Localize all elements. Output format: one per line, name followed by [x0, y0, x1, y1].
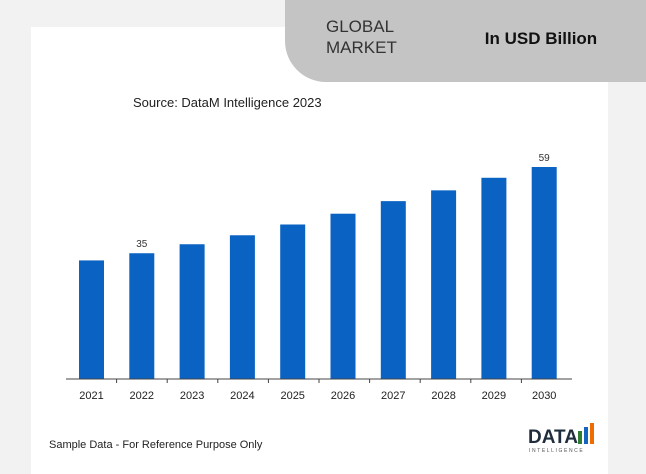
x-tick-label-2029: 2029	[482, 390, 506, 402]
bar-2025	[280, 224, 306, 379]
bar-2024	[229, 235, 255, 379]
x-tick-label-2021: 2021	[79, 390, 103, 402]
bar-2030	[531, 167, 557, 379]
logo-bar-orange	[590, 423, 594, 444]
source-caption: Source: DataM Intelligence 2023	[133, 95, 322, 110]
bar-2029	[481, 177, 507, 379]
chart-card	[31, 27, 608, 474]
header-banner	[285, 0, 646, 82]
bar-2022	[129, 253, 155, 379]
logo-subtext: INTELLIGENCE	[529, 448, 584, 454]
footer-note: Sample Data - For Reference Purpose Only	[49, 439, 263, 451]
data-label-2030: 59	[539, 153, 551, 164]
x-tick-label-2028: 2028	[431, 390, 455, 402]
datam-logo: DATA INTELLIGENCE	[528, 423, 594, 454]
x-tick-label-2023: 2023	[180, 390, 204, 402]
x-tick-label-2026: 2026	[331, 390, 355, 402]
bar-2021	[79, 260, 104, 379]
logo-text: DATA	[528, 427, 578, 448]
logo-bar-blue	[584, 427, 588, 444]
data-label-2022: 35	[136, 239, 148, 250]
bar-2026	[330, 213, 356, 379]
bar-2027	[380, 201, 406, 379]
bar-2023	[179, 244, 205, 379]
x-tick-label-2024: 2024	[230, 390, 254, 402]
header-title: GLOBAL MARKET	[326, 17, 397, 57]
x-tick-label-2025: 2025	[280, 390, 304, 402]
bar-2028	[431, 190, 457, 379]
x-tick-label-2022: 2022	[130, 390, 154, 402]
x-tick-label-2030: 2030	[532, 390, 556, 402]
header-unit: In USD Billion	[484, 29, 598, 48]
logo-bar-green	[578, 431, 582, 444]
x-tick-label-2027: 2027	[381, 390, 405, 402]
